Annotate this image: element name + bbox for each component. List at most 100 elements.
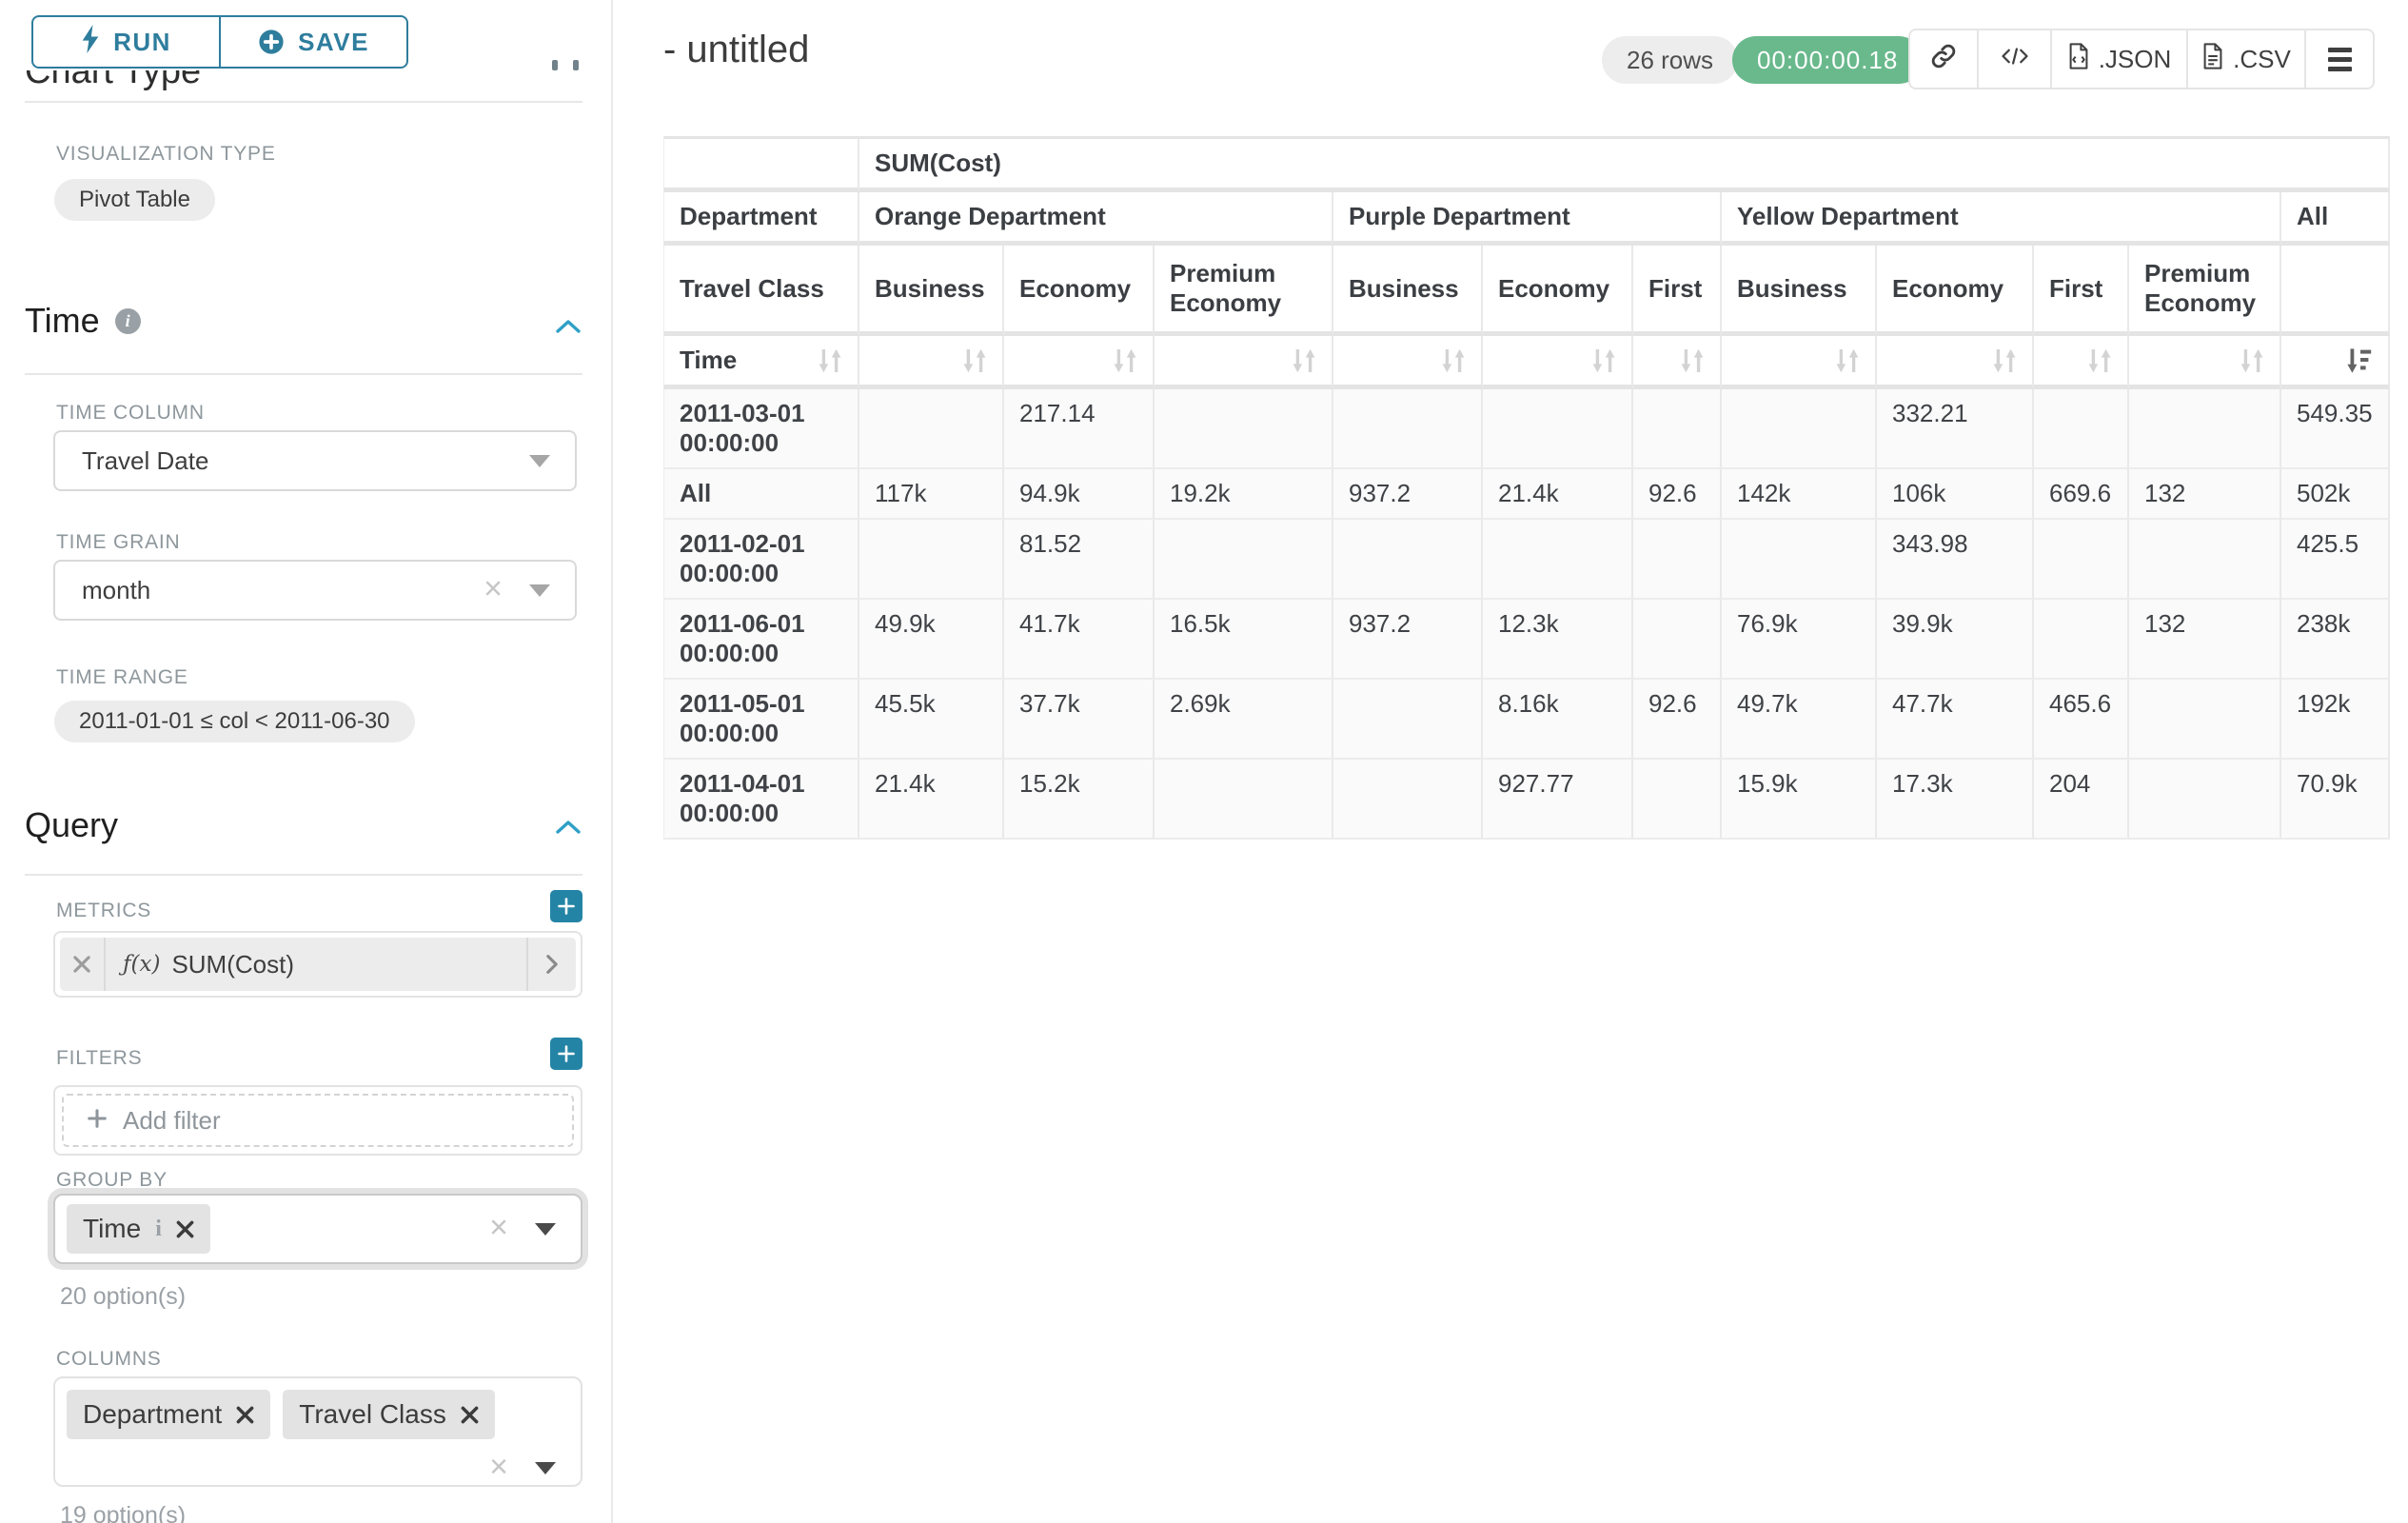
pivot-value-cell: 15.9k (1722, 760, 1877, 840)
metric-name: SUM(Cost) (171, 950, 294, 979)
pivot-sort-cell[interactable] (1483, 336, 1633, 389)
embed-code-button[interactable] (1977, 30, 2050, 88)
chevron-down-icon[interactable] (529, 584, 550, 597)
columns-tag[interactable]: Department (67, 1390, 270, 1439)
pivot-value-cell (2129, 680, 2281, 760)
sort-icon[interactable] (1835, 346, 1860, 375)
chart-title[interactable]: - untitled (663, 29, 809, 71)
pivot-value-cell (2034, 600, 2129, 680)
sort-icon[interactable] (818, 346, 842, 375)
pivot-value-cell: 47.7k (1877, 680, 2034, 760)
query-section-header: Query (25, 805, 118, 845)
chevron-down-icon[interactable] (535, 1223, 556, 1236)
time-range-pill[interactable]: 2011-01-01 ≤ col < 2011-06-30 (54, 701, 415, 742)
pivot-sort-cell[interactable] (1333, 336, 1483, 389)
pivot-value-cell: 21.4k (1483, 469, 1633, 520)
pivot-sort-cell[interactable] (2281, 336, 2390, 389)
pivot-sort-cell[interactable] (1877, 336, 2034, 389)
group-by-tag[interactable]: Timei (67, 1204, 210, 1254)
sort-icon[interactable] (962, 346, 987, 375)
chevron-down-icon[interactable] (529, 455, 550, 467)
group-by-select[interactable]: Timei × (53, 1194, 582, 1264)
metric-label-zone[interactable]: ƒ(x) SUM(Cost) (106, 938, 526, 991)
sort-icon[interactable] (1591, 346, 1616, 375)
info-icon[interactable]: i (115, 308, 141, 334)
export-json-button[interactable]: .JSON (2050, 30, 2186, 88)
collapse-chevron-icon[interactable] (555, 318, 582, 340)
remove-tag-icon[interactable] (461, 1406, 479, 1424)
pivot-row: 2011-02-01 00:00:0081.52343.98425.5 (663, 520, 2390, 600)
pivot-column-header: First (2034, 246, 2129, 336)
sort-icon[interactable] (1992, 346, 2017, 375)
divider (25, 874, 582, 876)
pivot-value-cell: 217.14 (1004, 389, 1155, 469)
control-panel-sidebar: Chart Type RUN SAVE VISUALIZATION TYPE P… (0, 0, 613, 1523)
pivot-sort-cell[interactable] (2129, 336, 2281, 389)
time-grain-select[interactable]: month × (53, 560, 577, 621)
add-filter-button[interactable]: Add filter (62, 1094, 574, 1147)
run-save-button-bar: RUN SAVE (31, 15, 408, 69)
run-button[interactable]: RUN (31, 15, 221, 69)
pivot-sort-cell[interactable] (1155, 336, 1333, 389)
collapse-chevron-icon[interactable] (555, 819, 582, 841)
columns-tags: DepartmentTravel Class (67, 1411, 507, 1427)
pivot-sort-cell[interactable] (2034, 336, 2129, 389)
chevron-down-icon[interactable] (535, 1462, 556, 1474)
sort-desc-icon[interactable] (2344, 346, 2373, 375)
clear-icon[interactable]: × (484, 573, 503, 605)
pivot-row-label: 2011-04-01 00:00:00 (663, 760, 859, 840)
filters-label: FILTERS (56, 1047, 142, 1070)
pivot-value-cell (1722, 520, 1877, 600)
time-column-label: TIME COLUMN (56, 402, 205, 425)
chart-type-heading-text: Chart Type (25, 70, 367, 92)
pivot-row: 2011-03-01 00:00:00217.14332.21549.35 (663, 389, 2390, 469)
pivot-value-cell (2129, 520, 2281, 600)
time-column-select[interactable]: Travel Date (53, 430, 577, 491)
pivot-column-group-header: Purple Department (1333, 192, 1722, 246)
sort-icon[interactable] (1113, 346, 1137, 375)
sort-icon[interactable] (2087, 346, 2112, 375)
menu-button[interactable] (2304, 30, 2373, 88)
pivot-value-cell: 132 (2129, 600, 2281, 680)
clear-icon[interactable]: × (489, 1212, 508, 1244)
pivot-value-cell: 502k (2281, 469, 2390, 520)
remove-tag-icon[interactable] (236, 1406, 254, 1424)
save-button[interactable]: SAVE (219, 15, 408, 69)
sort-icon[interactable] (2240, 346, 2264, 375)
pivot-sort-cell[interactable] (1722, 336, 1877, 389)
pivot-value-cell: 549.35 (2281, 389, 2390, 469)
metric-pill[interactable]: ƒ(x) SUM(Cost) (60, 938, 576, 991)
pivot-time-header-label: Time (680, 346, 737, 375)
export-button-group: .JSON .CSV (1908, 29, 2375, 89)
sort-icon[interactable] (1680, 346, 1705, 375)
pivot-value-cell (1333, 389, 1483, 469)
pivot-value-cell (1333, 520, 1483, 600)
pivot-value-cell: 937.2 (1333, 469, 1483, 520)
columns-select[interactable]: DepartmentTravel Class × (53, 1376, 582, 1487)
pivot-value-cell: 332.21 (1877, 389, 2034, 469)
pivot-value-cell: 16.5k (1155, 600, 1333, 680)
sort-icon[interactable] (1292, 346, 1316, 375)
info-icon[interactable]: i (155, 1216, 162, 1242)
expand-metric-icon[interactable] (526, 938, 576, 991)
remove-tag-icon[interactable] (176, 1220, 194, 1238)
hamburger-menu-icon (2328, 48, 2352, 71)
visualization-type-pill[interactable]: Pivot Table (54, 179, 215, 221)
add-filter-plus-button[interactable] (550, 1038, 582, 1070)
copy-link-button[interactable] (1910, 30, 1977, 88)
columns-tag[interactable]: Travel Class (283, 1390, 495, 1439)
divider (25, 101, 582, 103)
sort-icon[interactable] (1441, 346, 1466, 375)
pivot-sort-cell[interactable] (1004, 336, 1155, 389)
pivot-sort-cell[interactable] (859, 336, 1004, 389)
pivot-sort-cell[interactable] (1633, 336, 1722, 389)
pivot-value-cell (1633, 600, 1722, 680)
pivot-value-cell: 8.16k (1483, 680, 1633, 760)
remove-metric-icon[interactable] (60, 938, 106, 991)
pivot-time-header[interactable]: Time (663, 336, 859, 389)
clear-icon[interactable]: × (489, 1451, 508, 1483)
function-icon: ƒ(x) (123, 952, 160, 977)
pivot-column-header: Business (1333, 246, 1483, 336)
add-metric-button[interactable] (550, 890, 582, 922)
export-csv-button[interactable]: .CSV (2186, 30, 2304, 88)
